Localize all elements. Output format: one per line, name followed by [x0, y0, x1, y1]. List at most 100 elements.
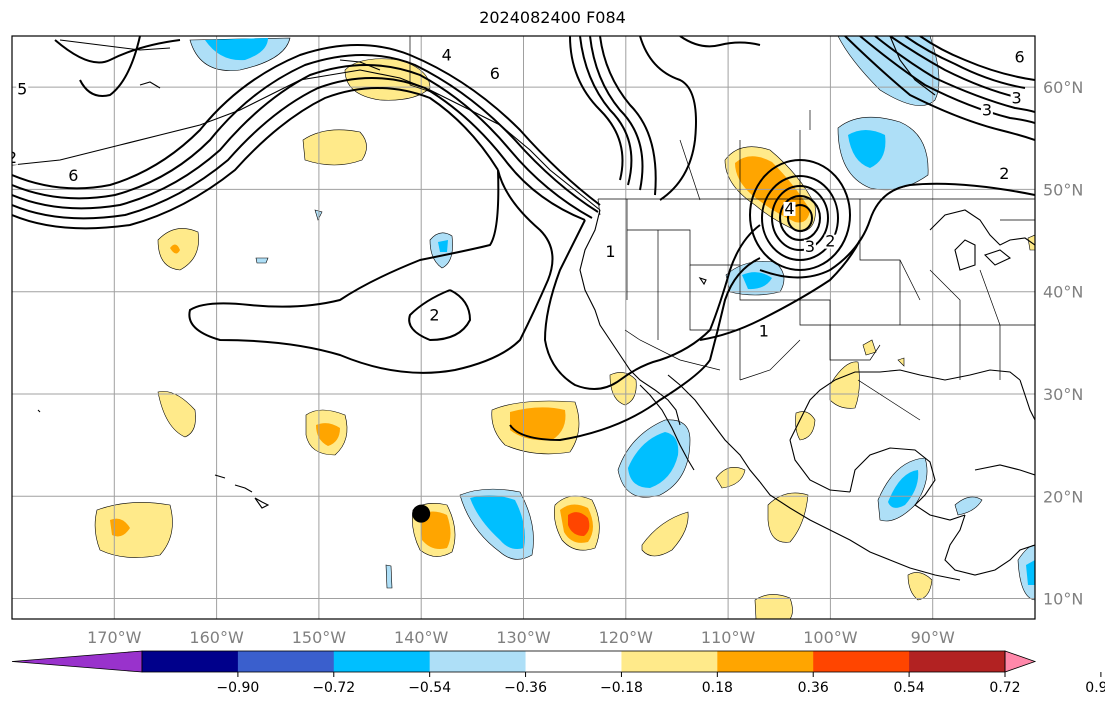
anomaly-positive	[420, 511, 451, 549]
anomaly-positive	[641, 511, 689, 557]
longitude-label: 140°W	[394, 628, 449, 647]
storm-center-marker[interactable]	[412, 504, 431, 523]
contour-label: 4	[784, 199, 794, 218]
longitude-label: 90°W	[911, 628, 955, 647]
contour-label-bg	[803, 239, 816, 254]
anomaly-positive	[897, 357, 905, 367]
coastlines	[12, 36, 1035, 581]
longitude-label: 120°W	[599, 628, 654, 647]
contour-label-bg	[824, 234, 837, 249]
anomaly-negative	[628, 432, 679, 488]
contour-label-bg	[428, 308, 441, 323]
anomaly-positive	[170, 244, 180, 254]
colorbar-tick-label: 0.90	[1085, 680, 1105, 696]
colorbar: −0.90 −0.72 −0.54 −0.36 −0.18 0.18 0.36 0.54 0.7…	[11, 650, 1105, 696]
latitude-label: 10°N	[1043, 590, 1083, 609]
colorbar-segment	[909, 651, 1006, 672]
latitude-label: 40°N	[1043, 283, 1083, 302]
anomaly-positive	[110, 518, 130, 537]
colorbar-segment	[717, 651, 814, 672]
anomaly-negative	[385, 564, 393, 589]
anomaly-positive	[754, 594, 793, 619]
colorbar-segment	[333, 651, 431, 672]
contour-label-bg	[488, 66, 501, 81]
anomaly-positive	[767, 492, 809, 543]
contour-label-bg	[67, 169, 80, 184]
contour-label: 2	[7, 148, 17, 167]
contour-label-bg	[440, 48, 453, 63]
contour-label: 3	[805, 237, 815, 256]
anomaly-positive	[302, 129, 367, 166]
contour-lines	[12, 36, 1035, 442]
latitude-label: 20°N	[1043, 487, 1083, 506]
colorbar-segment	[525, 651, 622, 672]
anomaly-negative	[1026, 560, 1035, 585]
anomaly-positive	[316, 423, 340, 446]
anomaly-negative	[742, 272, 772, 290]
shaded-anomalies	[94, 36, 1035, 619]
latitude-tick-labels: 60°N 50°N 40°N 30°N 20°N 10°N	[1043, 78, 1083, 608]
anomaly-positive	[94, 502, 173, 558]
contour-label: 2	[999, 164, 1009, 183]
colorbar-segment	[621, 651, 718, 672]
colorbar-tick-label: −0.90	[216, 680, 259, 696]
longitude-label: 100°W	[803, 628, 858, 647]
longitude-label: 160°W	[189, 628, 244, 647]
contour-label-bg	[604, 244, 617, 259]
longitude-tick-labels: 170°W 160°W 150°W 140°W 130°W 120°W 110°W 100°W…	[87, 628, 955, 647]
latitude-label: 30°N	[1043, 385, 1083, 404]
anomaly-positive	[568, 512, 590, 536]
contour-label: 3	[1011, 88, 1021, 107]
longitude-label: 150°W	[292, 628, 347, 647]
graticule	[12, 36, 1035, 619]
anomaly-positive	[157, 391, 196, 438]
colorbar-tick-label: −0.72	[312, 680, 355, 696]
anomaly-positive	[609, 372, 637, 406]
contour-label: 2	[825, 232, 835, 251]
map-title: 2024082400 F084	[479, 8, 626, 27]
anomaly-negative	[470, 495, 525, 549]
anomaly-negative	[954, 496, 983, 516]
contour-label: 3	[982, 101, 992, 120]
longitude-label: 170°W	[87, 628, 142, 647]
colorbar-tick-label: 0.72	[989, 680, 1020, 696]
colorbar-tick-label: −0.54	[408, 680, 451, 696]
anomaly-negative	[438, 240, 448, 252]
map-frame	[11, 35, 1036, 620]
colorbar-segment	[429, 651, 527, 672]
contour-label: 6	[490, 64, 500, 83]
colorbar-tick-label: 0.54	[894, 680, 925, 696]
contour-label: 1	[759, 322, 769, 341]
colorbar-segment	[142, 651, 239, 672]
contour-label: 4	[442, 46, 452, 65]
anomaly-positive	[715, 467, 746, 489]
anomaly-positive	[862, 339, 877, 356]
colorbar-extend-low	[11, 650, 143, 673]
colorbar-tick-label: 0.36	[798, 680, 829, 696]
colorbar-tick-label: 0.18	[702, 680, 733, 696]
latitude-label: 60°N	[1043, 78, 1083, 97]
anomaly-negative	[848, 130, 886, 168]
anomaly-negative	[888, 470, 919, 508]
colorbar-tick-label: −0.18	[600, 680, 643, 696]
anomaly-negative	[1017, 544, 1035, 601]
colorbar-segment	[237, 651, 335, 672]
anomaly-positive	[907, 572, 933, 601]
contour-label-bg	[16, 82, 29, 97]
contour-label-bg	[998, 167, 1011, 182]
contour-label-bg	[12, 150, 18, 165]
contour-label: 5	[17, 79, 27, 98]
contour-label-bg	[980, 103, 993, 118]
contour-label-bg	[1010, 91, 1023, 106]
contour-label: 6	[1015, 48, 1025, 67]
colorbar-segment	[813, 651, 910, 672]
latitude-label: 50°N	[1043, 180, 1083, 199]
anomaly-negative	[255, 257, 269, 264]
contour-label: 2	[429, 305, 439, 324]
contour-label-bg	[783, 201, 796, 216]
contour-label: 1	[605, 242, 615, 261]
longitude-label: 110°W	[701, 628, 756, 647]
